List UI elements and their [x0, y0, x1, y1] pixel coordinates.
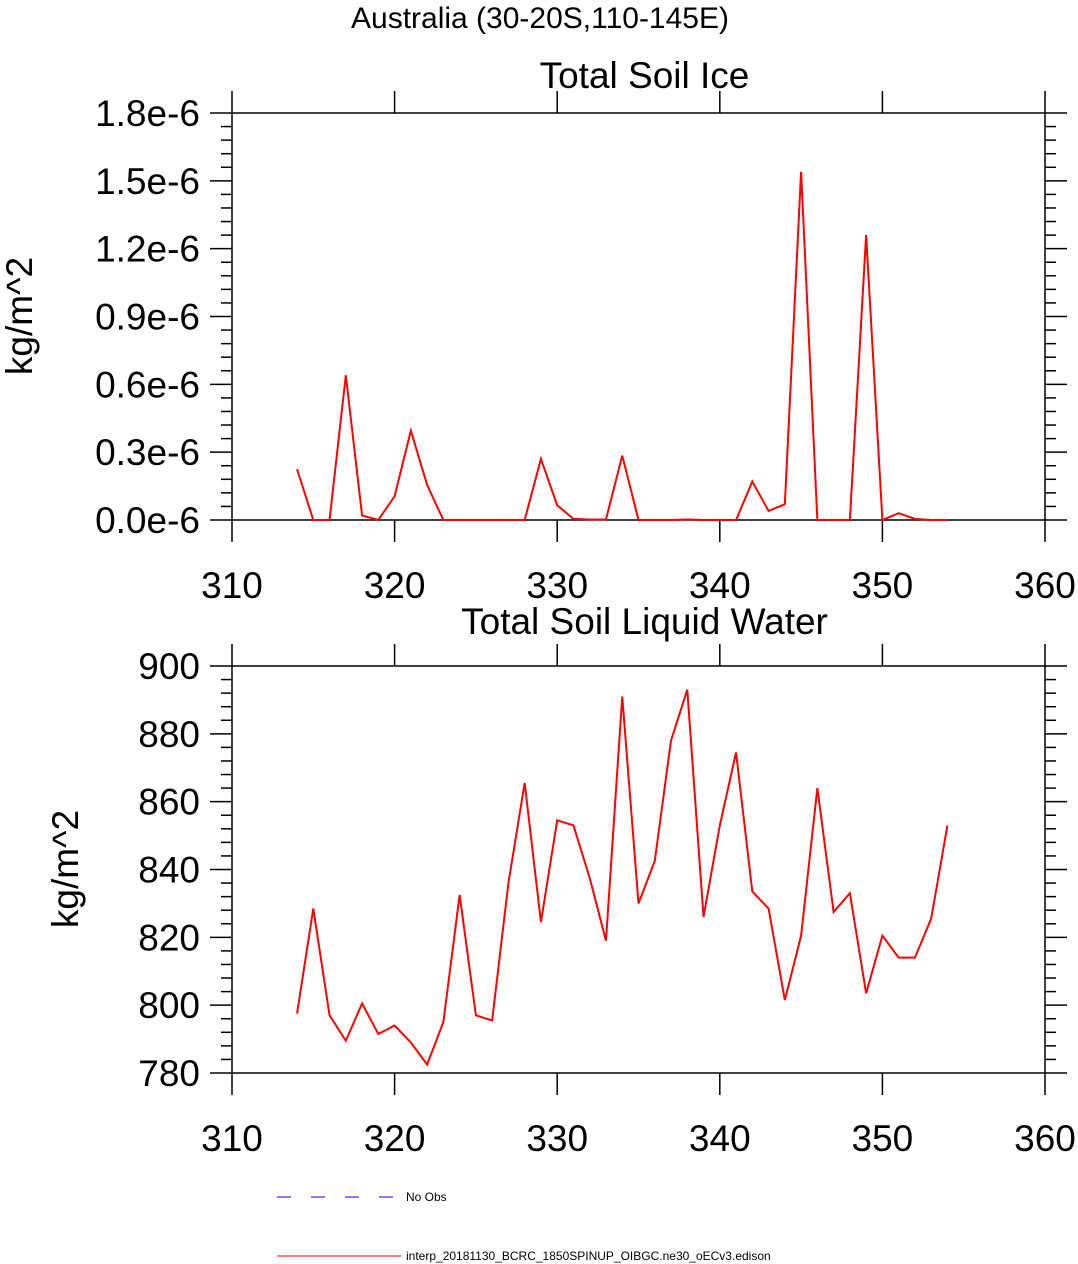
y-tick-label-1-2e-6: 1.2e-6 [95, 229, 200, 270]
plot-frame [231, 665, 1046, 1074]
x-tick-label-320: 320 [364, 565, 426, 606]
y-tick-label-840: 840 [138, 850, 200, 891]
figure-title: Australia (30-20S,110-145E) [351, 2, 729, 35]
y-tick-label-800: 800 [138, 985, 200, 1026]
y-tick-label-0-0e-6: 0.0e-6 [95, 500, 200, 541]
legend-label-no-obs: No Obs [406, 1190, 447, 1204]
panel-total-soil-ice: Total Soil Ice kg/m^2 310 320 330 340 350 360 0.… [0, 55, 1076, 606]
y-tick-label-0-3e-6: 0.3e-6 [95, 432, 200, 473]
x-tick-label-350: 350 [852, 565, 914, 606]
x-tick-label-330: 330 [526, 565, 588, 606]
panel-total-soil-liquid-water: Total Soil Liquid Water kg/m^2 310 320 330 34… [45, 601, 1076, 1159]
x-tick-label-350: 350 [852, 1118, 914, 1159]
x-tick-label-360: 360 [1014, 565, 1076, 606]
y-tick-label-820: 820 [138, 917, 200, 958]
x-tick-label-340: 340 [689, 1118, 751, 1159]
y-tick-label-0-9e-6: 0.9e-6 [95, 297, 200, 338]
legend: No Obs interp_20181130_BCRC_1850SPINUP_O… [277, 1190, 771, 1263]
y-tick-label-1-5e-6: 1.5e-6 [95, 161, 200, 202]
x-tick-label-340: 340 [689, 565, 751, 606]
x-tick-label-310: 310 [201, 1118, 263, 1159]
series-line-0 [296, 171, 948, 522]
y-tick-label-880: 880 [138, 714, 200, 755]
chart-title: Total Soil Ice [540, 55, 750, 96]
y-axis-label: kg/m^2 [45, 810, 86, 928]
y-tick-label-1-8e-6: 1.8e-6 [95, 93, 200, 134]
chart-title: Total Soil Liquid Water [461, 601, 828, 642]
x-tick-label-320: 320 [364, 1118, 426, 1159]
y-tick-label-780: 780 [138, 1053, 200, 1094]
y-tick-label-0-6e-6: 0.6e-6 [95, 364, 200, 405]
x-tick-label-330: 330 [526, 1118, 588, 1159]
x-tick-label-310: 310 [201, 565, 263, 606]
x-tick-label-360: 360 [1014, 1118, 1076, 1159]
series-line-0 [296, 689, 949, 1067]
legend-label-model: interp_20181130_BCRC_1850SPINUP_OIBGC.ne… [406, 1249, 771, 1263]
plot-frame [231, 112, 1046, 521]
y-tick-label-900: 900 [138, 646, 200, 687]
y-axis-label: kg/m^2 [0, 257, 40, 375]
y-tick-label-860: 860 [138, 782, 200, 823]
